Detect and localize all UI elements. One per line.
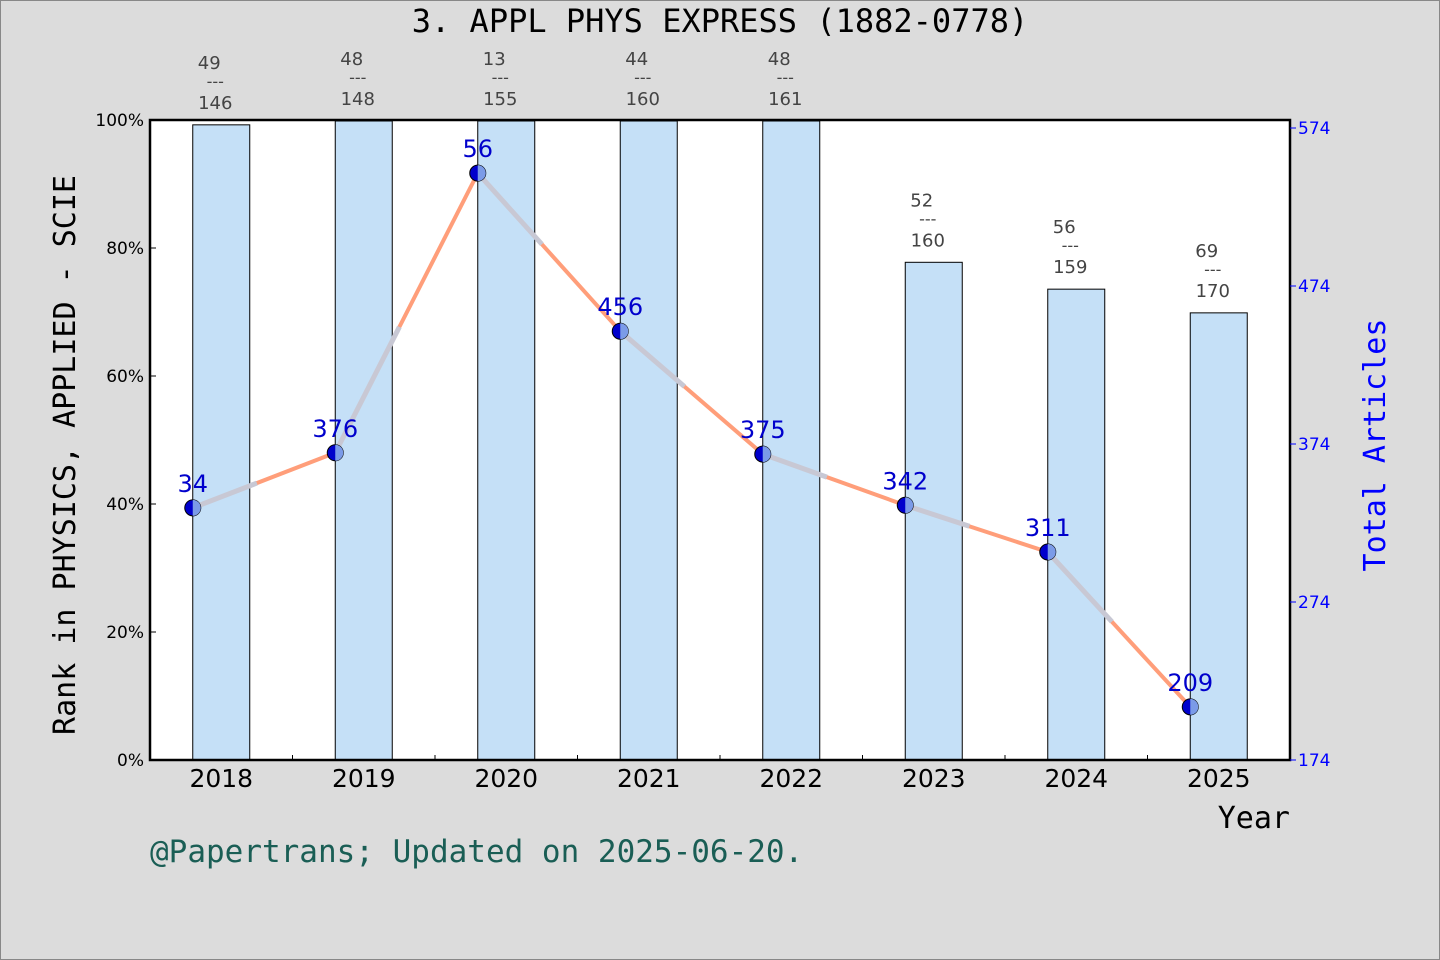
total-label-2024: 159: [1053, 257, 1087, 278]
y-tick-20%: 20%: [106, 623, 144, 643]
point-half: [192, 499, 201, 516]
x-tick-2024: 2024: [1044, 764, 1108, 793]
line-overlay-segment: [1045, 550, 1114, 624]
separator-2022: ---: [777, 68, 794, 87]
y2-tick-474: 474: [1298, 277, 1330, 297]
point-label-2025: 209: [1167, 669, 1213, 697]
line-overlay-segment: [618, 329, 687, 389]
point-label-2024: 311: [1025, 514, 1071, 542]
chart-title: 3. APPL PHYS EXPRESS (1882-0778): [412, 2, 1029, 40]
y2-axis-label: Total Articles: [1358, 319, 1393, 572]
line-overlay-segment: [333, 325, 402, 454]
separator-2020: ---: [492, 68, 509, 87]
y2-tick-574: 574: [1298, 119, 1330, 139]
footer-credit: @Papertrans; Updated on 2025-06-20.: [150, 834, 804, 870]
line-overlay-segment: [475, 171, 544, 246]
x-tick-2025: 2025: [1187, 764, 1251, 793]
rank-label-2022: 48: [768, 49, 791, 70]
point-label-2021: 456: [597, 293, 643, 321]
total-label-2020: 155: [483, 89, 517, 110]
point-label-2019: 376: [312, 415, 358, 443]
total-label-2021: 160: [626, 89, 660, 110]
line-overlay-segment: [761, 451, 828, 480]
point-half: [905, 497, 914, 514]
rank-label-2024: 56: [1053, 217, 1076, 238]
point-label-2020: 56: [462, 135, 493, 163]
total-label-2022: 161: [768, 89, 802, 110]
bar-2021: [619, 120, 678, 761]
point-half: [1190, 698, 1199, 715]
y2-tick-174: 174: [1298, 751, 1330, 771]
bar-2019: [334, 120, 393, 761]
x-tick-2018: 2018: [189, 764, 253, 793]
separator-2019: ---: [349, 68, 366, 87]
y-axis-label: Rank in PHYSICS, APPLIED - SCIE: [48, 175, 83, 735]
rank-label-2025: 69: [1195, 241, 1218, 262]
rank-label-2021: 44: [625, 49, 648, 70]
y-tick-80%: 80%: [106, 239, 144, 259]
y2-tick-374: 374: [1298, 435, 1330, 455]
point-label-2022: 375: [740, 416, 786, 444]
x-tick-2023: 2023: [902, 764, 966, 793]
y-tick-0%: 0%: [117, 751, 144, 771]
point-half: [620, 323, 629, 340]
total-label-2018: 146: [198, 93, 232, 114]
y2-tick-274: 274: [1298, 593, 1330, 613]
x-tick-2021: 2021: [617, 764, 681, 793]
point-half: [477, 165, 486, 182]
total-label-2025: 170: [1196, 281, 1230, 302]
point-label-2023: 342: [882, 467, 928, 495]
point-half: [335, 444, 344, 461]
total-label-2019: 148: [341, 89, 375, 110]
bar-2024: [1047, 288, 1106, 761]
total-label-2023: 160: [911, 230, 945, 251]
point-label-2018: 34: [177, 470, 208, 498]
x-axis-label: Year: [1218, 801, 1290, 836]
line-overlay-segment: [904, 502, 971, 529]
line-overlay-segment: [191, 480, 258, 511]
bar-2018: [192, 124, 251, 761]
y-tick-60%: 60%: [106, 367, 144, 387]
separator-2023: ---: [919, 209, 936, 228]
rank-label-2020: 13: [483, 49, 506, 70]
rank-label-2023: 52: [910, 190, 933, 211]
separator-2024: ---: [1062, 236, 1079, 255]
x-tick-2019: 2019: [332, 764, 396, 793]
rank-label-2018: 49: [198, 53, 221, 74]
y-tick-100%: 100%: [95, 111, 144, 131]
bar-2023: [904, 261, 963, 761]
bar-2020: [477, 120, 536, 761]
separator-2018: ---: [207, 72, 224, 91]
y-tick-40%: 40%: [106, 495, 144, 515]
point-half: [1047, 544, 1056, 560]
x-tick-2022: 2022: [759, 764, 823, 793]
x-tick-2020: 2020: [474, 764, 538, 793]
separator-2021: ---: [634, 68, 651, 87]
point-half: [762, 446, 771, 463]
separator-2025: ---: [1204, 260, 1221, 279]
rank-label-2019: 48: [340, 49, 363, 70]
bar-2025: [1189, 312, 1248, 761]
